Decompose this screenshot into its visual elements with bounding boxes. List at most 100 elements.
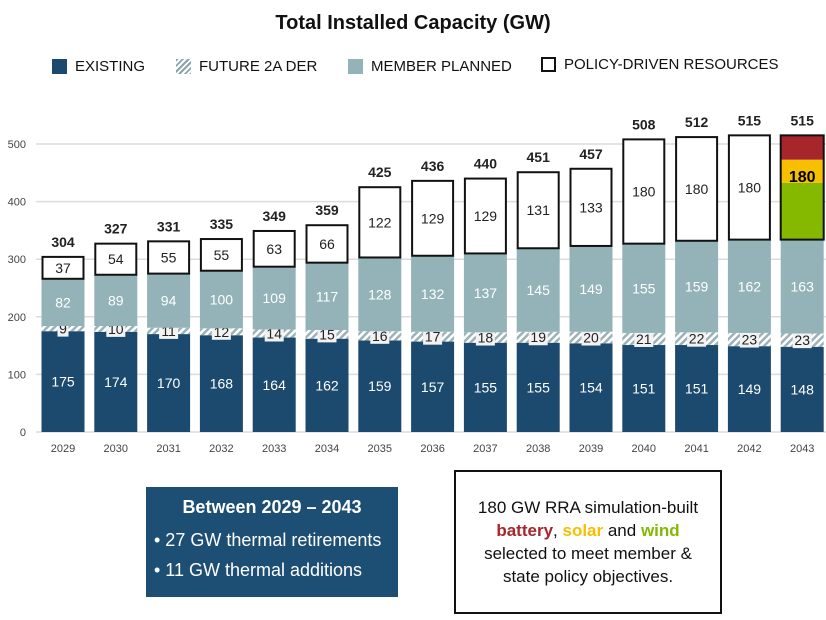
data-label: 37 bbox=[55, 260, 71, 276]
data-label: 66 bbox=[319, 236, 335, 252]
x-tick-label: 2035 bbox=[368, 443, 392, 455]
bar-existing bbox=[41, 331, 85, 432]
data-label: 163 bbox=[791, 279, 815, 295]
note-text: , bbox=[553, 521, 563, 540]
bar-member-planned bbox=[41, 278, 85, 327]
total-label: 457 bbox=[579, 146, 603, 162]
bar-policy-driven bbox=[252, 229, 296, 268]
y-tick-label: 100 bbox=[8, 369, 26, 381]
bar-existing bbox=[411, 341, 455, 432]
data-label: 17 bbox=[425, 329, 441, 345]
bar-policy-driven bbox=[622, 138, 666, 245]
y-tick-label: 300 bbox=[8, 254, 26, 266]
total-label: 515 bbox=[791, 112, 815, 128]
data-label: 180 bbox=[738, 179, 762, 195]
data-label: 22 bbox=[689, 331, 705, 347]
data-label: 164 bbox=[263, 377, 287, 393]
data-label: 100 bbox=[210, 292, 234, 308]
data-label: 133 bbox=[579, 199, 603, 215]
x-tick-label: 2034 bbox=[315, 443, 339, 455]
data-label: 132 bbox=[421, 286, 445, 302]
data-label: 151 bbox=[685, 381, 709, 397]
note-line: 180 GW RRA simulation-built bbox=[477, 498, 699, 517]
y-tick-label: 500 bbox=[8, 139, 26, 151]
bar-member-planned bbox=[727, 239, 771, 333]
total-label: 425 bbox=[368, 164, 392, 180]
total-label: 327 bbox=[104, 221, 128, 237]
y-tick-label: 400 bbox=[8, 197, 26, 209]
data-label-bg bbox=[317, 326, 337, 343]
total-label: 515 bbox=[738, 112, 762, 128]
bar-policy-driven bbox=[358, 186, 402, 259]
x-tick-label: 2036 bbox=[420, 443, 444, 455]
y-tick-label: 0 bbox=[20, 427, 26, 439]
bar-policy-driven bbox=[94, 242, 138, 276]
data-label: 14 bbox=[266, 326, 282, 342]
total-label: 440 bbox=[474, 156, 498, 172]
bar-existing bbox=[305, 338, 349, 432]
data-label: 89 bbox=[108, 292, 124, 308]
data-label: 180 bbox=[632, 184, 656, 200]
data-label-bg bbox=[687, 330, 707, 347]
x-tick-label: 2033 bbox=[262, 443, 286, 455]
bar-existing bbox=[622, 345, 666, 432]
legend-label: FUTURE 2A DER bbox=[199, 58, 318, 75]
data-label: 155 bbox=[474, 379, 498, 395]
note-box: 180 GW RRA simulation-built battery, sol… bbox=[454, 470, 722, 614]
bar-member-planned bbox=[516, 248, 560, 332]
summary-bullet: • 27 GW thermal retirements bbox=[154, 530, 382, 550]
total-label: 359 bbox=[315, 202, 339, 218]
data-label: 54 bbox=[108, 251, 124, 267]
data-label: 82 bbox=[55, 294, 71, 310]
bar-member-planned bbox=[305, 262, 349, 331]
legend-label: POLICY-DRIVEN RESOURCES bbox=[564, 56, 779, 73]
wind-word: wind bbox=[640, 521, 680, 540]
bar-existing bbox=[727, 346, 771, 432]
note-text: and bbox=[603, 521, 641, 540]
bar-existing bbox=[780, 346, 824, 432]
data-label: 131 bbox=[527, 202, 551, 218]
bar-existing bbox=[516, 342, 560, 432]
data-label: 180 bbox=[789, 169, 816, 186]
data-label-bg bbox=[528, 329, 548, 346]
bar-member-planned bbox=[569, 245, 613, 332]
bar-existing bbox=[358, 340, 402, 432]
legend-existing: EXISTING bbox=[52, 58, 145, 75]
data-label: 175 bbox=[51, 374, 75, 390]
x-tick-label: 2042 bbox=[737, 443, 761, 455]
data-label: 154 bbox=[579, 380, 603, 396]
bar-existing bbox=[569, 343, 613, 432]
bar-member-planned bbox=[463, 253, 507, 333]
data-label-bg bbox=[370, 327, 390, 344]
bar-policy-solar bbox=[780, 159, 824, 183]
bar-existing bbox=[675, 345, 719, 432]
total-label: 331 bbox=[157, 218, 181, 234]
x-tick-label: 2041 bbox=[684, 443, 708, 455]
x-tick-label: 2031 bbox=[156, 443, 180, 455]
bar-existing bbox=[252, 337, 296, 432]
data-label: 137 bbox=[474, 285, 498, 301]
total-label: 451 bbox=[527, 149, 551, 165]
data-label: 128 bbox=[368, 286, 392, 302]
bar-member-planned bbox=[780, 239, 824, 334]
data-label: 94 bbox=[161, 293, 177, 309]
data-label: 170 bbox=[157, 375, 181, 391]
note-line: state policy objectives. bbox=[502, 567, 674, 586]
bar-member-planned bbox=[147, 273, 191, 328]
bar-policy-driven bbox=[779, 134, 825, 241]
bar-existing bbox=[94, 331, 138, 432]
x-tick-label: 2038 bbox=[526, 443, 550, 455]
data-label: 23 bbox=[794, 332, 810, 348]
bar-existing bbox=[147, 334, 191, 432]
total-label: 436 bbox=[421, 158, 445, 174]
bar-policy-driven bbox=[569, 167, 613, 247]
data-label: 15 bbox=[319, 326, 335, 342]
data-label: 155 bbox=[527, 379, 551, 395]
data-label: 145 bbox=[527, 282, 551, 298]
data-label: 18 bbox=[478, 330, 494, 346]
data-label: 148 bbox=[791, 381, 815, 397]
bar-member-planned bbox=[675, 240, 719, 333]
bar-policy-battery bbox=[780, 135, 824, 160]
data-label: 168 bbox=[210, 376, 234, 392]
